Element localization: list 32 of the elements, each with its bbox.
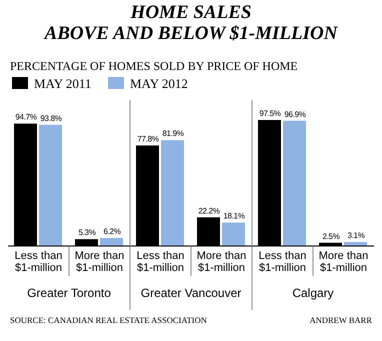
data-label: 93.8% [40,114,62,123]
x-tick-label: Less than $1-million [258,250,306,274]
x-tick-label: More than $1-million [196,250,246,274]
x-tick-label: More than $1-million [74,250,124,274]
legend-label: MAY 2012 [130,76,188,91]
data-label: 96.9% [284,110,306,119]
bar [100,238,123,246]
legend-label: MAY 2011 [34,76,92,91]
text: Greater Toronto [27,286,112,300]
data-label: 94.7% [15,112,37,122]
data-label: 77.8% [137,134,159,144]
bar [39,124,62,246]
chart-subtitle: PERCENTAGE OF HOMES SOLD BY PRICE OF HOME [10,59,298,73]
data-label: 81.9% [162,129,184,138]
data-label: 22.2% [198,206,220,216]
text: Calgary [292,286,334,300]
source-note: SOURCE: CANADIAN REAL ESTATE ASSOCIATION [10,315,207,325]
bar [222,222,245,246]
x-tick-label: Less than $1-million [136,250,184,274]
data-label: 5.3% [78,228,96,238]
bar [283,120,306,246]
bar [161,140,184,246]
data-label: 2.5% [322,232,340,241]
data-label: 6.2% [103,226,121,236]
data-label: 97.5% [259,109,281,118]
data-label: 18.1% [223,212,245,221]
chart-title: HOME SALES ABOVE AND BELOW $1-MILLION [44,2,339,44]
data-label: 3.1% [347,230,365,240]
x-tick-label: More than $1-million [318,250,368,274]
x-tick-label: Less than $1-million [14,250,62,274]
text: Greater Vancouver [140,286,242,300]
text: ANDREW BARR [310,315,372,325]
